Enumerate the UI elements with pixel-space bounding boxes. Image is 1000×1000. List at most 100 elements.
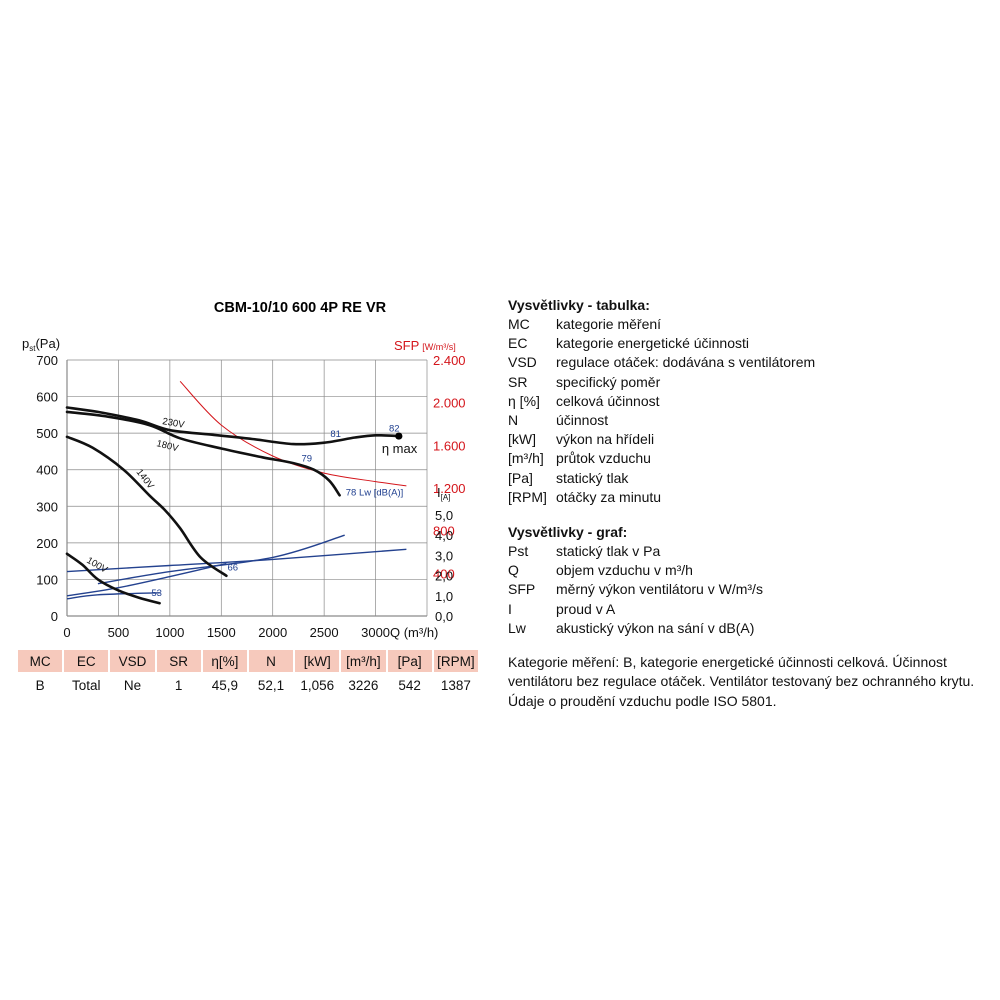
x-tick-label: 3000 (361, 625, 390, 640)
sfp-tick-label: 400 (433, 566, 455, 581)
measurement-note: Kategorie měření: B, kategorie energetic… (508, 654, 975, 709)
spec-value-cell: 1 (174, 677, 183, 693)
spec-header-cell: EC (64, 650, 109, 672)
sfp-curve (179, 380, 407, 487)
spec-header-cell: [kW] (295, 650, 340, 672)
legend-table-text: statický tlak (556, 469, 629, 486)
efficiency-label: 53 (151, 588, 162, 599)
x-tick-label: 1000 (155, 625, 184, 640)
current-curve (66, 562, 227, 597)
legend-table-text: celková účinnost (556, 392, 660, 409)
legend-table-section: Vysvětlivky - tabulka: MC kategorie měřen… (508, 296, 988, 507)
legend-graph-text: statický tlak v Pa (556, 543, 661, 559)
x-axis-label: Q (m³/h) (390, 625, 438, 640)
sfp-tick-label: 800 (433, 524, 455, 539)
current-tick-label: 5,0 (435, 508, 453, 523)
spec-value-cell: 3226 (348, 677, 379, 693)
current-curve (66, 592, 160, 600)
legend-table-text: účinnost (556, 412, 609, 429)
efficiency-label: 82 (389, 423, 400, 434)
legend-graph-key: I (508, 600, 512, 617)
legend-table-row: MC kategorie měření (508, 315, 988, 334)
sfp-axis-ticks: 2.400 2.000 1.600 1.200 800 400 (433, 353, 466, 581)
legend-graph-text: měrný výkon ventilátoru v W/m³/s (556, 581, 763, 598)
chart-series (65, 380, 407, 605)
current-tick-label: 0,0 (435, 609, 453, 624)
legend-table-row: [m³/h] průtok vzduchu (508, 449, 988, 468)
spec-header-cell: SR (156, 650, 201, 672)
legend-graph-row: Pst statický tlak v Pa (508, 542, 988, 561)
current-tick-label: 3,0 (435, 548, 453, 563)
spec-value-cell: 45,9 (211, 677, 238, 693)
spec-table: MC EC VSD SR η[%] N [kW] [m³/h] [Pa] [RPM] B Total… (16, 650, 480, 698)
legend-table-text: průtok vzduchu (556, 450, 651, 467)
sfp-tick-label: 1.600 (433, 438, 466, 453)
pressure-curve (65, 435, 228, 578)
spec-header-cell: [RPM] (433, 650, 478, 672)
y-tick-label: 200 (36, 536, 58, 551)
y-tick-label: 100 (36, 572, 58, 587)
spec-header-cell: [Pa] (387, 650, 432, 672)
y-tick-label: 400 (36, 463, 58, 478)
current-tick-label: 1,0 (435, 589, 453, 604)
current-tick-label: 2,0 (435, 569, 453, 584)
legend-graph-section: Vysvětlivky - graf: Pst statický tlak v P… (508, 523, 988, 638)
legend-table-row: [RPM] otáčky za minutu (508, 488, 988, 507)
legend-graph-title: Vysvětlivky - graf: (508, 524, 628, 540)
spec-header-cell: MC (18, 650, 63, 672)
y-tick-label: 600 (36, 390, 58, 405)
legend-table-row: η [%] celková účinnost (508, 392, 988, 411)
sfp-tick-label: 2.000 (433, 396, 466, 411)
y-tick-label: 500 (36, 426, 58, 441)
spec-table-value-row: B Total Ne 1 45,9 52,1 1,056 3226 542 1387 (18, 672, 478, 698)
voltage-label: 230V (161, 416, 185, 431)
legend-table-key: N (508, 412, 519, 429)
spec-header-cell: η[%] (202, 650, 247, 672)
legend-graph-text: objem vzduchu v m³/h (556, 562, 693, 579)
legend-table-key: [kW] (508, 431, 536, 448)
y-tick-label: 700 (36, 353, 58, 368)
legend-table-key: MC (508, 316, 530, 332)
pressure-curve (65, 552, 161, 605)
legend-graph-key: Lw (508, 619, 526, 636)
sfp-axis-label: SFP [W/m³/s] (394, 338, 456, 353)
efficiency-label: 81 (330, 429, 341, 440)
sfp-tick-label: 2.400 (433, 353, 466, 368)
legend-table-text: kategorie měření (556, 316, 662, 332)
chart-title: CBM-10/10 600 4P RE VR (214, 300, 387, 316)
legend-graph-text: proud v A (556, 600, 616, 617)
legend-table-key: SR (508, 373, 528, 390)
pressure-curve (65, 406, 401, 446)
x-tick-label: 2000 (258, 625, 287, 640)
spec-value-cell: 1,056 (300, 677, 335, 693)
current-axis-ticks: 5,0 4,0 3,0 2,0 1,0 0,0 (435, 508, 453, 624)
y-axis-ticks: 0 100 200 300 400 500 600 700 (36, 353, 58, 624)
spec-header-cell: N (248, 650, 294, 672)
legend-table-row: [kW] výkon na hřídeli (508, 430, 988, 449)
y-tick-label: 0 (51, 609, 58, 624)
voltage-label: 100V (85, 555, 110, 576)
spec-header-cell: VSD (110, 650, 155, 672)
x-tick-label: 1500 (207, 625, 236, 640)
current-axis-label: I[A] (437, 485, 450, 502)
pressure-curve (65, 410, 341, 497)
max-eta-point (395, 432, 403, 440)
legend-table-text: kategorie energetické účinnosti (556, 335, 750, 352)
current-curve (66, 548, 407, 573)
spec-value-cell: 52,1 (257, 677, 285, 693)
spec-value-cell: B (35, 677, 45, 693)
x-tick-label: 500 (108, 625, 130, 640)
legend-graph-row: SFP měrný výkon ventilátoru v W/m³/s (508, 580, 988, 599)
legend-table-text: otáčky za minutu (556, 488, 662, 505)
legend-table-row: EC kategorie energetické účinnosti (508, 334, 988, 353)
sfp-tick-label: 1.200 (433, 481, 466, 496)
spec-value-cell: Ne (123, 677, 142, 693)
legend-table-key: η [%] (508, 392, 540, 409)
chart-annotations: 230V 180V 140V 100V η max 82 81 79 78 Lw [dB(A)]… (85, 416, 418, 599)
efficiency-label: 66 (227, 562, 238, 573)
legend-graph-text: akustický výkon na sání v dB(A) (556, 619, 755, 636)
spec-table-header-row: MC EC VSD SR η[%] N [kW] [m³/h] [Pa] [RPM] (18, 650, 478, 672)
legend-table-key: [Pa] (508, 469, 533, 486)
spec-value-cell: Total (72, 677, 101, 693)
